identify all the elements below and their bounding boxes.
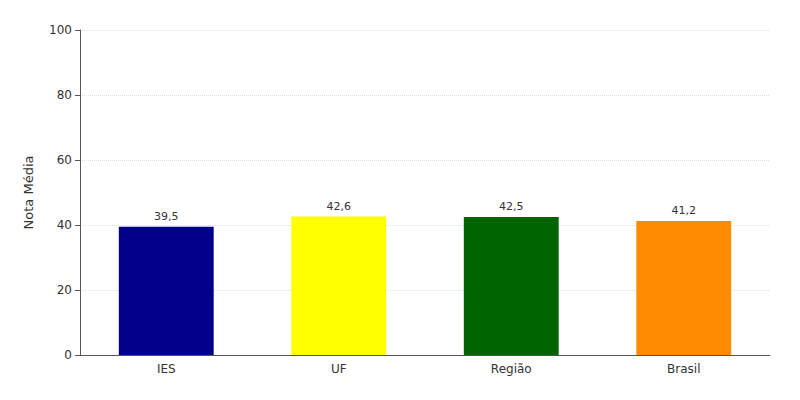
svg-text:42,6: 42,6 xyxy=(327,200,352,213)
svg-text:Nota Média: Nota Média xyxy=(21,156,36,230)
svg-text:60: 60 xyxy=(57,153,72,167)
svg-text:42,5: 42,5 xyxy=(499,200,524,213)
svg-text:20: 20 xyxy=(57,283,72,297)
svg-text:0: 0 xyxy=(64,348,72,362)
svg-text:UF: UF xyxy=(331,362,347,376)
svg-text:100: 100 xyxy=(49,23,72,37)
svg-text:40: 40 xyxy=(57,218,72,232)
svg-text:41,2: 41,2 xyxy=(672,204,697,217)
svg-text:39,5: 39,5 xyxy=(154,210,179,223)
svg-text:Região: Região xyxy=(491,362,532,376)
svg-text:IES: IES xyxy=(157,362,176,376)
svg-text:Brasil: Brasil xyxy=(667,362,700,376)
svg-text:80: 80 xyxy=(57,88,72,102)
